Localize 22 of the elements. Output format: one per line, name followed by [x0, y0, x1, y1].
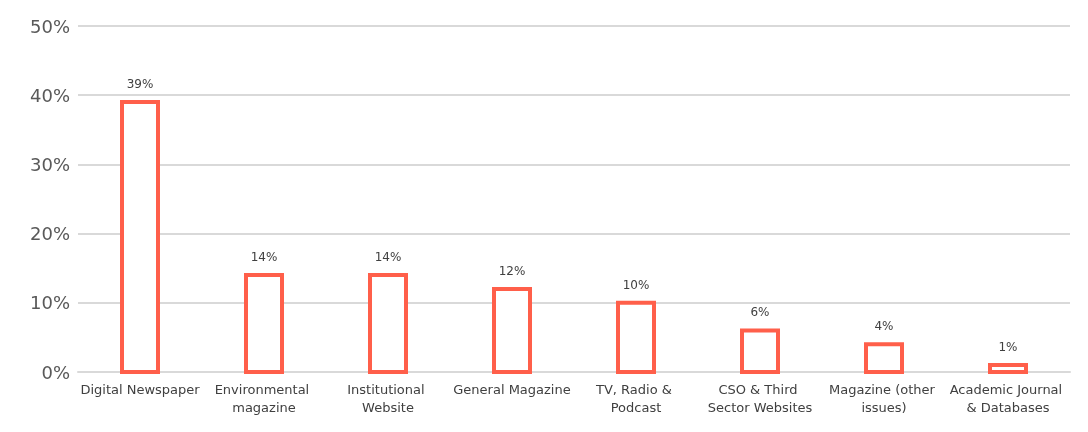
data-label: 14% — [250, 250, 278, 265]
y-tick-label: 0% — [41, 361, 70, 383]
data-label: 4% — [874, 319, 894, 334]
data-label: 10% — [622, 277, 650, 292]
y-tick-label: 10% — [29, 292, 70, 314]
data-label: 39% — [126, 77, 154, 92]
x-tick-label: Magazine (other issues) — [828, 381, 940, 415]
x-tick-label: Academic Journal & Databases — [949, 381, 1067, 415]
x-tick-label: TV, Radio & Podcast — [594, 381, 677, 415]
data-label: 12% — [498, 263, 526, 278]
x-tick-label: CSO & Third Sector Websites — [707, 381, 813, 415]
data-label: 14% — [374, 250, 402, 265]
x-tick-label: Institutional Website — [347, 381, 429, 415]
x-tick-label: General Magazine — [453, 381, 571, 397]
y-tick-label: 50% — [29, 15, 70, 37]
y-tick-label: 30% — [29, 153, 70, 175]
y-tick-label: 20% — [29, 223, 70, 245]
data-label: 1% — [998, 340, 1018, 355]
x-tick-label: Environmental magazine — [214, 381, 314, 415]
data-label: 6% — [750, 305, 770, 320]
x-tick-label: Digital Newspaper — [80, 381, 201, 397]
y-tick-label: 40% — [29, 84, 70, 106]
